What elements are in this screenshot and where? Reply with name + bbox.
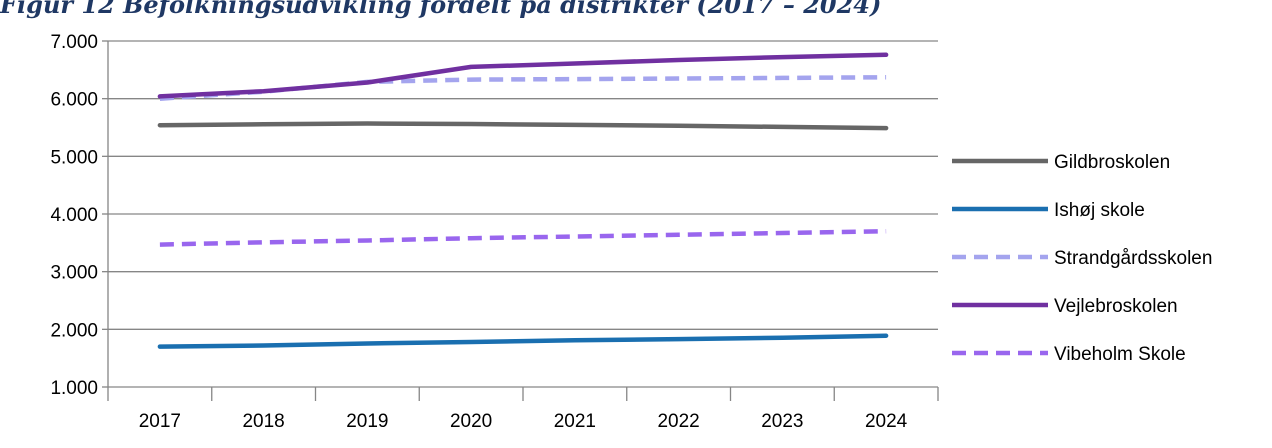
series-line-gildbroskolen bbox=[157, 121, 889, 131]
y-tick-label: 4.000 bbox=[50, 205, 98, 226]
grid-lines bbox=[108, 40, 938, 330]
legend: Gildbroskolen Ishøj skole Strandgårdsskole… bbox=[952, 152, 1212, 365]
legend-label: Strandgårdsskolen bbox=[1054, 248, 1212, 269]
y-tick-label: 7.000 bbox=[50, 32, 98, 53]
y-axis-ticks: 1.000 2.000 3.000 4.000 5.000 6.000 7.000 bbox=[50, 32, 108, 399]
series-line-vibeholm-skole bbox=[159, 229, 887, 247]
series-line-ish-j-skole bbox=[157, 333, 889, 349]
x-tick-label-2017: 2017 bbox=[139, 411, 181, 432]
x-tick-label-2024: 2024 bbox=[865, 411, 908, 432]
x-tick-label-2021: 2021 bbox=[554, 411, 596, 432]
legend-label: Vibeholm Skole bbox=[1054, 344, 1186, 365]
x-tick-label-2019: 2019 bbox=[346, 411, 388, 432]
legend-label: Ishøj skole bbox=[1054, 200, 1145, 221]
figure-caption: Figur 12 Befolkningsudvikling fordelt på… bbox=[0, 0, 882, 19]
legend-label: Vejlebroskolen bbox=[1054, 296, 1178, 317]
y-tick-label: 3.000 bbox=[50, 263, 98, 284]
x-tick-label-2020: 2020 bbox=[450, 411, 492, 432]
y-tick-label: 5.000 bbox=[50, 147, 98, 168]
x-tick-label-2023: 2023 bbox=[761, 411, 803, 432]
series-lines bbox=[157, 52, 889, 349]
x-axis-ticks: 2017 2018 2019 2020 2021 2022 2023 2024 bbox=[107, 387, 939, 432]
y-tick-label: 6.000 bbox=[50, 90, 98, 111]
y-tick-label: 1.000 bbox=[50, 378, 98, 399]
series-line-strandg-rdsskolen bbox=[159, 75, 887, 101]
series-line-vejlebroskolen bbox=[157, 52, 889, 99]
x-tick-label-2018: 2018 bbox=[242, 411, 284, 432]
y-tick-label: 2.000 bbox=[50, 320, 98, 341]
x-tick-label-2022: 2022 bbox=[657, 411, 699, 432]
legend-label: Gildbroskolen bbox=[1054, 152, 1170, 173]
